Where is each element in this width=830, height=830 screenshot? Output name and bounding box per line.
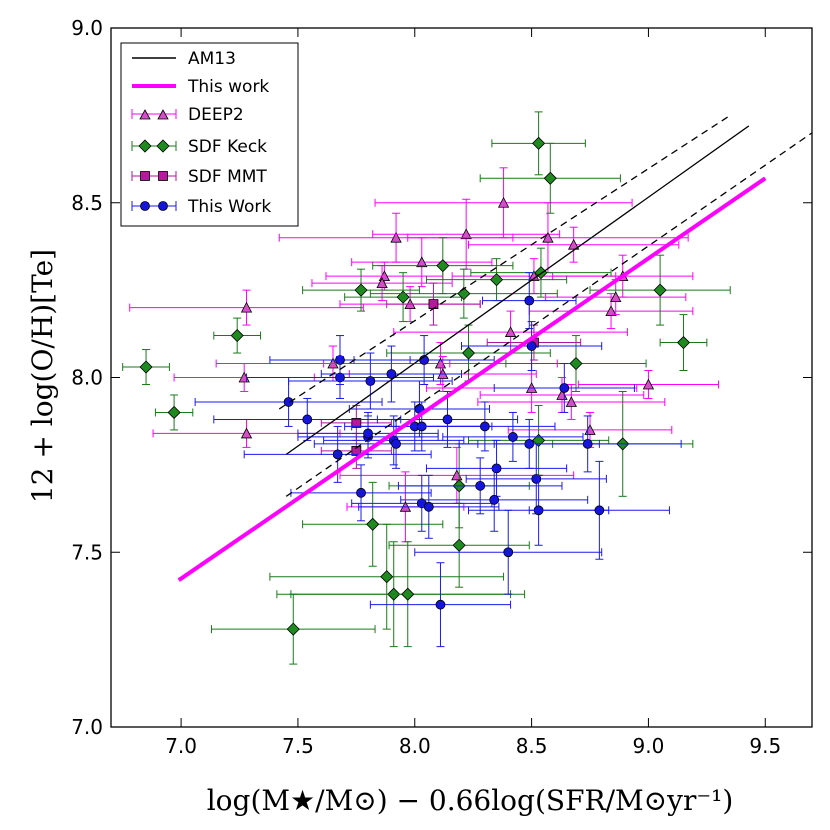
data-point [428,299,439,310]
data-point [401,587,415,601]
plot-area [122,111,812,665]
data-point [489,494,500,505]
x-tick-label: 8.0 [399,734,431,758]
data-point [524,295,535,306]
legend-box [120,42,299,227]
data-point [542,231,554,243]
data-point [391,439,401,449]
data-point [332,449,343,460]
x-tick-label: 7.5 [282,734,314,758]
line-this-work [177,176,767,582]
line-am13 [285,125,750,455]
data-point [416,256,428,268]
data-point [442,414,453,425]
data-point [436,259,450,273]
data-point [335,372,345,383]
data-point [605,305,617,316]
y-tick-label: 8.0 [71,366,103,390]
data-point [559,383,570,393]
data-point [356,487,366,498]
data-point [582,439,593,449]
x-tick-label: 8.5 [516,734,548,758]
data-point [567,238,580,250]
data-point [354,283,368,297]
data-point [365,376,376,386]
y-tick-label: 7.0 [71,715,103,739]
legend-swatch-sdf-keck [131,139,177,153]
y-axis-label: 12 + log(O/H)[Te] [26,249,59,503]
legend-label-deep2: DEEP2 [188,105,244,125]
data-point [139,360,153,374]
data-point [240,427,253,439]
data-point [532,433,546,447]
data-point [543,171,557,185]
data-point [461,346,476,360]
series-this-work [194,272,682,648]
data-point [452,538,466,552]
data-point [302,414,313,425]
data-point [230,328,244,343]
data-point [390,231,402,243]
data-point [489,273,504,287]
data-point [569,356,583,371]
data-point [386,369,397,379]
y-tick-label: 9.0 [71,16,103,40]
data-point [642,378,655,390]
data-point [526,341,537,351]
data-point [240,301,253,313]
data-point [376,277,388,289]
data-point [351,445,362,456]
data-point [676,335,691,350]
legend-swatch-sdf-mmt [131,171,177,181]
x-tick-label: 9.5 [749,734,781,758]
data-point [283,397,294,407]
plot-frame [110,27,813,728]
data-point [508,432,518,442]
data-point [503,547,514,558]
legend-label-this-work-points: This Work [187,197,271,217]
data-point [653,283,667,297]
data-point [610,291,622,303]
line-am13-lower [285,132,812,497]
x-tick-label: 7.0 [165,734,197,758]
data-point [528,270,540,282]
data-point [363,428,373,439]
data-point [366,517,380,531]
line-am13-upper [278,114,731,410]
axis-ticks: 7.0 7.5 8.0 8.5 9.0 9.5 7.0 7.5 8.0 8.5 9.0 [71,16,812,758]
data-point [167,405,181,420]
x-tick-label: 9.0 [633,734,665,758]
legend-label-am13: AM13 [188,49,236,69]
data-point [286,622,300,636]
data-point [565,396,577,407]
data-point [396,290,410,304]
legend: AM13 This work DEEP2 SDF Keck SDF MMT [120,42,299,227]
y-tick-label: 7.5 [71,540,103,564]
data-point [532,136,546,150]
legend-swatch-deep2 [131,109,177,120]
data-point [460,228,472,240]
data-point [475,480,486,491]
legend-label-sdf-mmt: SDF MMT [188,167,267,187]
data-point [497,196,510,208]
data-point [423,501,434,512]
data-point [479,421,490,432]
data-point [435,599,446,610]
legend-swatch-this-work-points [131,201,177,211]
data-point [380,570,394,584]
legend-label-sdf-keck: SDF Keck [188,137,267,157]
data-point [504,326,517,337]
data-point [594,505,605,516]
legend-label-this-work-fit: This work [187,77,269,97]
series-sdf-keck [122,111,731,665]
x-axis-label: log(M★/M⊙) − 0.66log(SFR/M⊙yr⁻¹) [207,784,734,817]
y-tick-label: 8.5 [71,191,103,215]
